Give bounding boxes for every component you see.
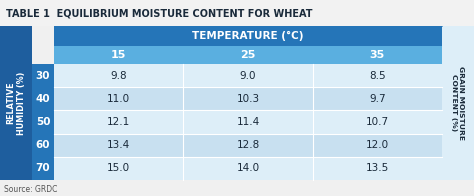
Text: 15: 15 [111, 50, 127, 60]
Bar [0, 26, 32, 180]
Bar [0, 0, 474, 26]
Text: 15.0: 15.0 [107, 163, 130, 173]
Text: 8.5: 8.5 [369, 71, 386, 81]
Text: 14.0: 14.0 [237, 163, 260, 173]
Text: 11.0: 11.0 [107, 94, 130, 104]
Text: 50: 50 [36, 117, 50, 127]
Text: TABLE 1  EQUILIBRIUM MOISTURE CONTENT FOR WHEAT: TABLE 1 EQUILIBRIUM MOISTURE CONTENT FOR… [6, 8, 312, 18]
Text: GRAIN MOISTURE
CONTENT (%): GRAIN MOISTURE CONTENT (%) [452, 66, 465, 140]
Text: 40: 40 [36, 94, 50, 104]
Text: 30: 30 [36, 71, 50, 81]
Bar [54, 26, 442, 46]
Text: 25: 25 [240, 50, 255, 60]
Bar [54, 46, 442, 64]
Text: RELATIVE
HUMIDITY (%): RELATIVE HUMIDITY (%) [6, 71, 26, 135]
Text: TEMPERATURE (°C): TEMPERATURE (°C) [192, 31, 304, 41]
Text: Source: GRDC: Source: GRDC [4, 185, 57, 194]
Text: 9.7: 9.7 [369, 94, 386, 104]
Bar [54, 110, 442, 134]
Text: 12.0: 12.0 [366, 140, 389, 150]
Text: 13.5: 13.5 [366, 163, 389, 173]
Bar [32, 64, 54, 180]
Bar [54, 157, 442, 180]
Text: 60: 60 [36, 140, 50, 150]
Text: 10.3: 10.3 [237, 94, 260, 104]
Bar [54, 87, 442, 110]
Text: 35: 35 [370, 50, 385, 60]
Text: 13.4: 13.4 [107, 140, 130, 150]
Text: 70: 70 [36, 163, 50, 173]
Text: 9.8: 9.8 [110, 71, 127, 81]
Bar [54, 64, 442, 87]
Bar [442, 26, 474, 180]
Bar [54, 134, 442, 157]
Text: 10.7: 10.7 [366, 117, 389, 127]
Text: 11.4: 11.4 [237, 117, 260, 127]
Text: 12.1: 12.1 [107, 117, 130, 127]
Text: 12.8: 12.8 [237, 140, 260, 150]
Text: 9.0: 9.0 [240, 71, 256, 81]
